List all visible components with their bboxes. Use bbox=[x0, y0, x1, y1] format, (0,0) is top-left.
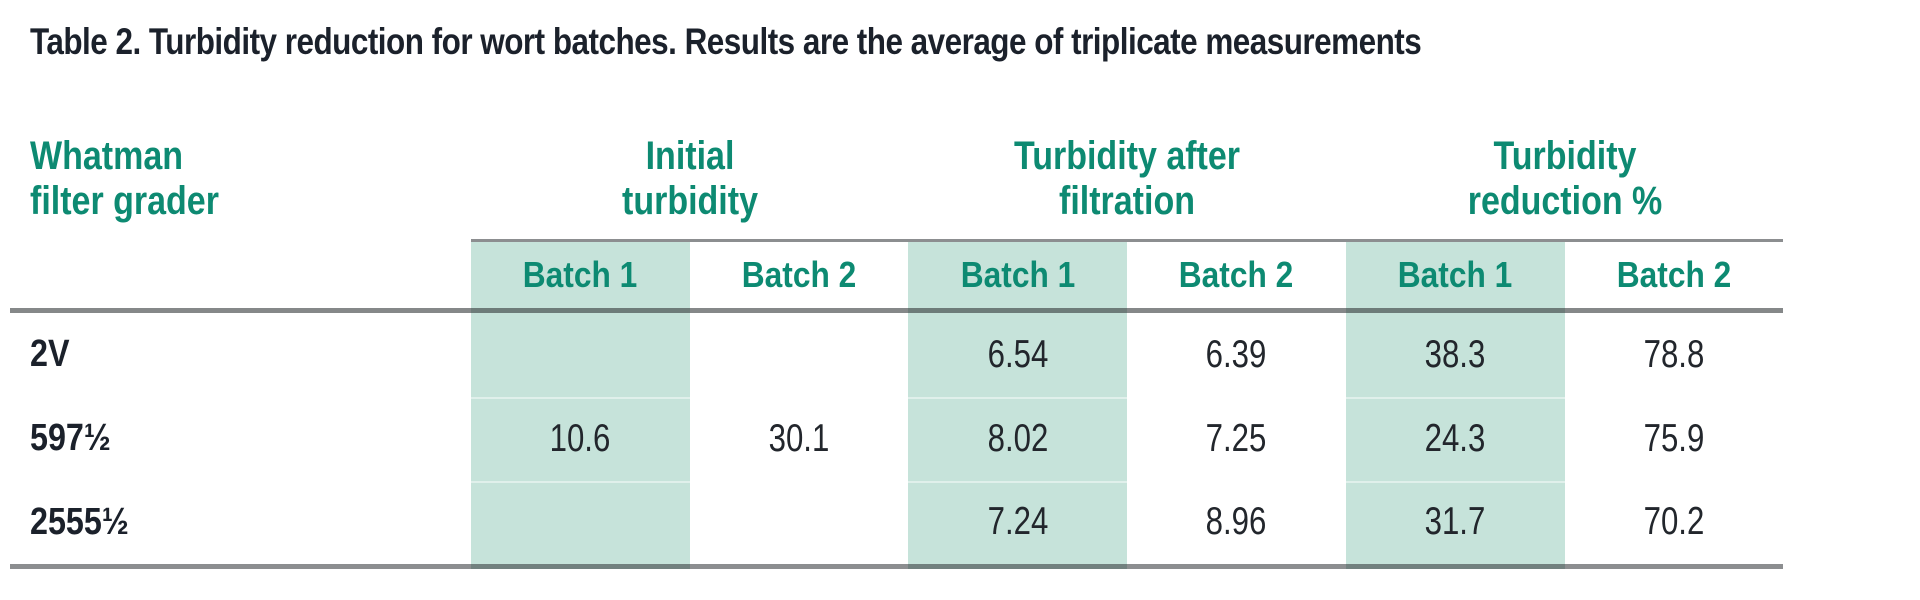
row-label: 597½ bbox=[30, 417, 111, 459]
table-row: 597½ 10.6 30.1 8.02 7.25 24.3 75.9 bbox=[10, 397, 1783, 481]
cell-after-batch1: 8.02 bbox=[908, 397, 1127, 481]
row-seam bbox=[471, 397, 690, 399]
highlight-column-initial-batch1 bbox=[471, 242, 690, 569]
batch-header-label: Batch 1 bbox=[523, 254, 638, 295]
cell-value: 75.9 bbox=[1643, 416, 1705, 460]
cell-after-batch1: 7.24 bbox=[908, 480, 1127, 564]
cell-after-batch2: 7.25 bbox=[1127, 397, 1346, 481]
row-label: 2V bbox=[30, 333, 70, 376]
cell-value: 78.8 bbox=[1643, 332, 1705, 376]
highlight-column-after-batch1 bbox=[908, 242, 1127, 569]
batch-header-cell: Batch 2 bbox=[1127, 242, 1346, 308]
batch-header-label: Batch 2 bbox=[741, 254, 857, 295]
row-label-cell: 597½ bbox=[10, 397, 471, 481]
row-seam bbox=[908, 397, 1127, 399]
cell-value: 10.6 bbox=[549, 416, 611, 460]
row-header-line: filter grader bbox=[30, 179, 219, 223]
table-body: 2V 6.54 6.39 38.3 78.8 597½ 10.6 30.1 8.… bbox=[10, 313, 1783, 564]
cell-initial-batch1 bbox=[471, 313, 690, 397]
cell-value: 6.39 bbox=[1205, 332, 1267, 376]
cell-after-batch1: 6.54 bbox=[908, 313, 1127, 397]
group-header-line: filtration bbox=[1059, 179, 1195, 223]
cell-after-batch2: 8.96 bbox=[1127, 480, 1346, 564]
row-seam bbox=[1346, 481, 1565, 483]
row-label-cell: 2555½ bbox=[10, 480, 471, 564]
cell-initial-batch2 bbox=[690, 313, 909, 397]
cell-initial-batch2: 30.1 bbox=[690, 397, 909, 481]
cell-reduction-batch1: 38.3 bbox=[1346, 313, 1565, 397]
cell-value: 6.54 bbox=[987, 332, 1049, 376]
highlight-column-reduction-batch1 bbox=[1346, 242, 1565, 569]
cell-value: 30.1 bbox=[768, 416, 830, 460]
cell-value: 24.3 bbox=[1424, 416, 1486, 460]
batch-header-cell: Batch 1 bbox=[1346, 242, 1565, 308]
cell-value: 8.02 bbox=[987, 416, 1049, 460]
cell-initial-batch1: 10.6 bbox=[471, 397, 690, 481]
column-group-initial-turbidity: Initial turbidity bbox=[471, 134, 909, 224]
row-label-cell: 2V bbox=[10, 313, 471, 397]
cell-value: 70.2 bbox=[1643, 500, 1705, 544]
table-row: 2555½ 7.24 8.96 31.7 70.2 bbox=[10, 480, 1783, 564]
cell-value: 7.25 bbox=[1205, 416, 1267, 460]
batch-header-label: Batch 2 bbox=[1616, 254, 1731, 295]
table-row: 2V 6.54 6.39 38.3 78.8 bbox=[10, 313, 1783, 397]
batch-header-cell: Batch 2 bbox=[1564, 242, 1783, 308]
group-header-line: Initial bbox=[645, 134, 735, 178]
cell-after-batch2: 6.39 bbox=[1127, 313, 1346, 397]
cell-value: 38.3 bbox=[1424, 332, 1486, 376]
cell-reduction-batch2: 75.9 bbox=[1564, 397, 1783, 481]
group-header-line: Turbidity after bbox=[1013, 134, 1241, 178]
group-header-line: turbidity bbox=[622, 179, 758, 223]
cell-value: 31.7 bbox=[1424, 500, 1486, 544]
table-bottom-rule bbox=[10, 564, 1783, 569]
group-header-line: Turbidity bbox=[1493, 134, 1637, 178]
group-header-line: reduction % bbox=[1467, 179, 1663, 223]
row-seam bbox=[908, 481, 1127, 483]
row-label: 2555½ bbox=[30, 500, 129, 543]
row-seam bbox=[1346, 397, 1565, 399]
cell-reduction-batch1: 31.7 bbox=[1346, 480, 1565, 564]
table-caption: Table 2. Turbidity reduction for wort ba… bbox=[30, 21, 1422, 62]
batch-header-label: Batch 1 bbox=[960, 254, 1075, 295]
cell-value: 8.96 bbox=[1205, 500, 1267, 544]
row-header-line: Whatman bbox=[30, 134, 183, 178]
cell-reduction-batch2: 78.8 bbox=[1564, 313, 1783, 397]
batch-header-label: Batch 1 bbox=[1397, 254, 1513, 295]
cell-reduction-batch2: 70.2 bbox=[1564, 480, 1783, 564]
header-top-rule bbox=[471, 239, 1783, 242]
header-bottom-rule bbox=[10, 308, 1783, 313]
cell-value: 7.24 bbox=[987, 500, 1049, 544]
column-group-turbidity-reduction: Turbidity reduction % bbox=[1346, 134, 1784, 224]
batch-header-cell: Batch 1 bbox=[471, 242, 690, 308]
cell-reduction-batch1: 24.3 bbox=[1346, 397, 1565, 481]
batch-header-row: Batch 1 Batch 2 Batch 1 Batch 2 Batch 1 … bbox=[471, 242, 1783, 308]
column-group-turbidity-after-filtration: Turbidity after filtration bbox=[908, 134, 1346, 224]
cell-initial-batch2 bbox=[690, 480, 909, 564]
row-seam bbox=[471, 481, 690, 483]
cell-initial-batch1 bbox=[471, 480, 690, 564]
row-header-title: Whatman filter grader bbox=[30, 134, 396, 224]
batch-header-cell: Batch 2 bbox=[690, 242, 909, 308]
batch-header-cell: Batch 1 bbox=[908, 242, 1127, 308]
batch-header-label: Batch 2 bbox=[1179, 254, 1294, 295]
